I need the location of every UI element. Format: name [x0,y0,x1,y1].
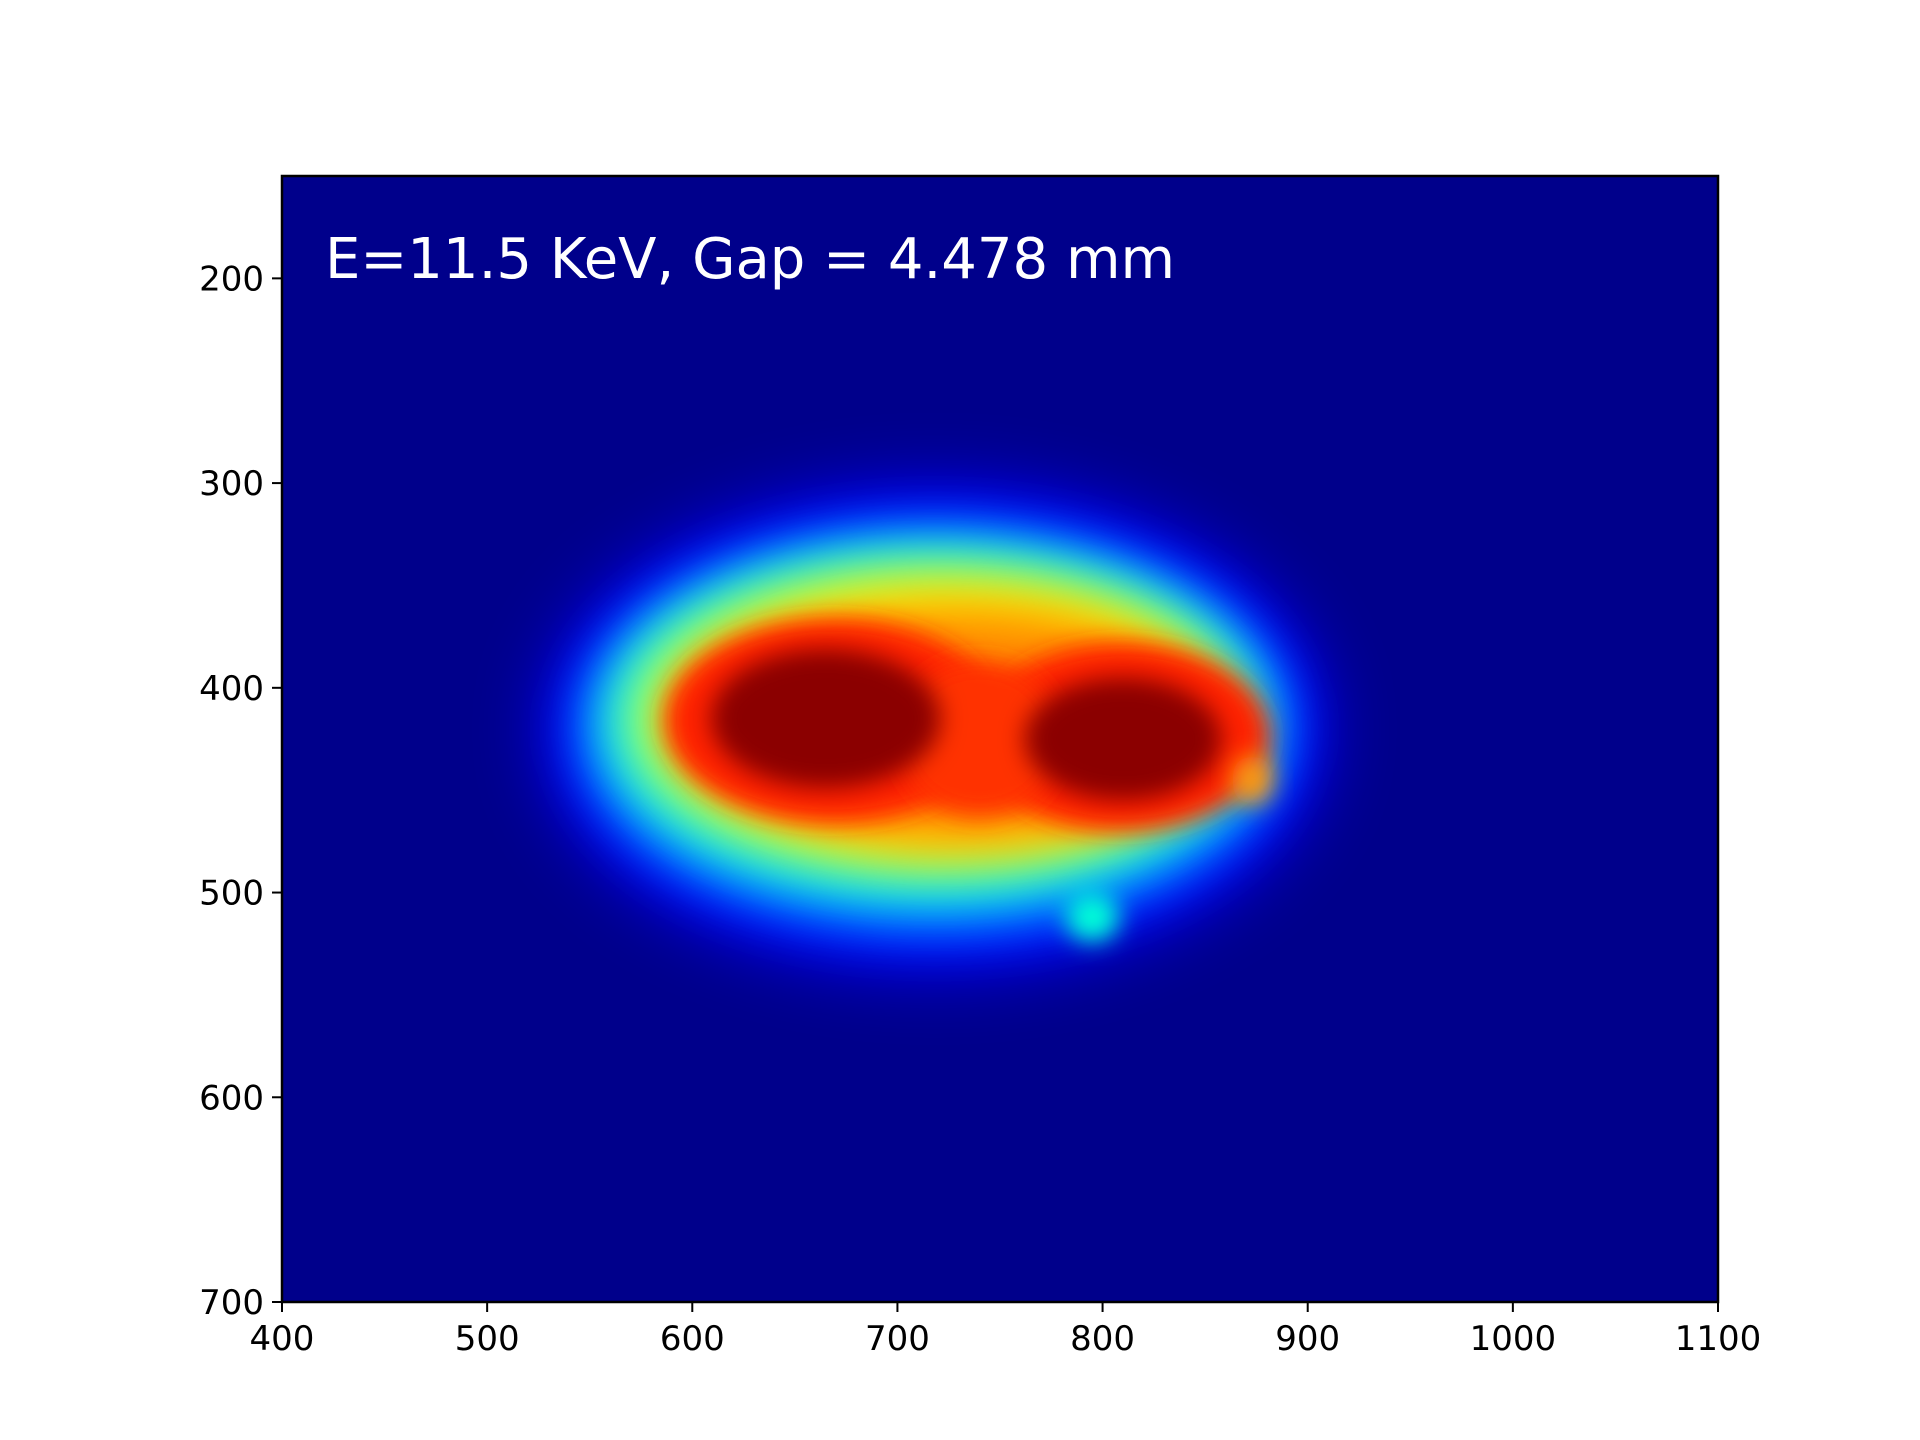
y-tick-label: 500 [199,874,264,914]
x-axis: 400 500 600 700 800 900 1000 1100 [250,1302,1762,1359]
x-tick-label: 600 [660,1319,725,1359]
red-bridge [897,661,1062,817]
peak-left [710,648,941,789]
bottom-spot [1065,892,1119,942]
x-tick-label: 800 [1070,1319,1135,1359]
side-spot [1231,755,1273,805]
y-tick-label: 400 [199,669,264,709]
x-tick-label: 1100 [1675,1319,1762,1359]
x-tick-label: 700 [865,1319,930,1359]
x-tick-label: 900 [1275,1319,1340,1359]
intensity-image [544,487,1325,971]
peak-right [1024,677,1222,801]
x-tick-label: 500 [455,1319,520,1359]
y-tick-label: 700 [199,1283,264,1323]
x-tick-label: 1000 [1470,1319,1557,1359]
x-tick-label: 400 [250,1319,315,1359]
axes-frame [280,174,1720,1304]
y-tick-label: 300 [199,464,264,504]
y-tick-label: 600 [199,1078,264,1118]
plot-annotation: E=11.5 KeV, Gap = 4.478 mm [325,227,1175,292]
y-tick-label: 200 [199,259,264,299]
y-axis: 200 300 400 500 600 700 [199,259,282,1323]
